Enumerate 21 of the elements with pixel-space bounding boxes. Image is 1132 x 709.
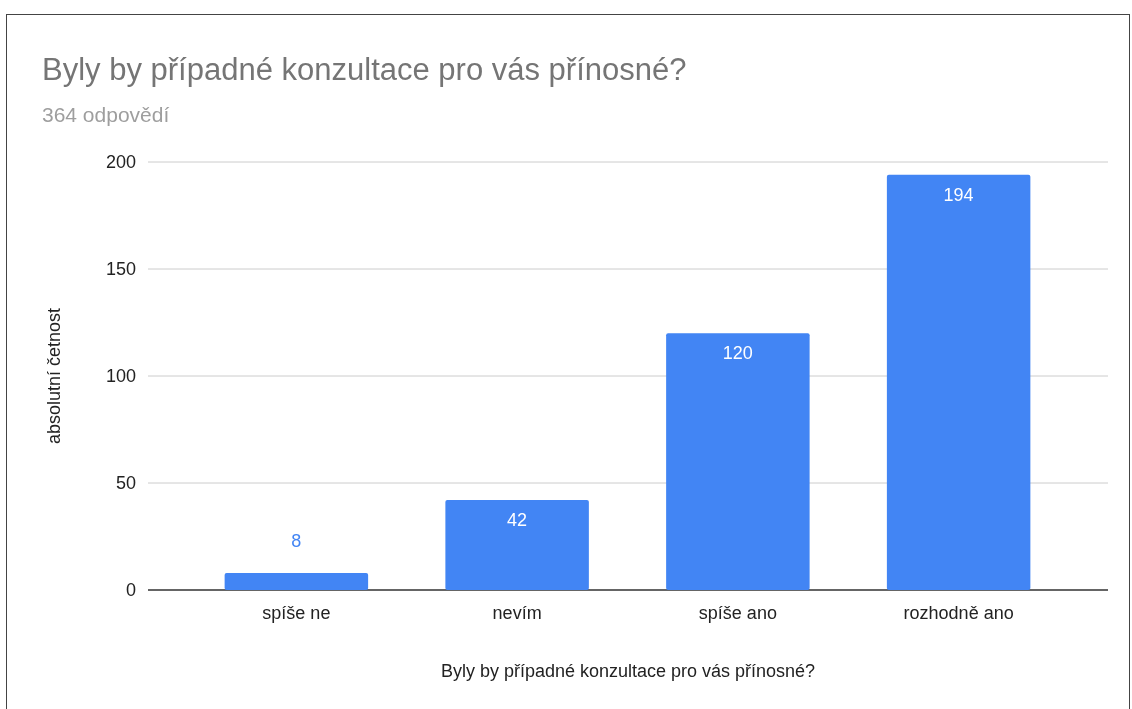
data-label: 120 [722,343,753,364]
x-tick-label: spíše ne [262,603,331,623]
y-tick-label: 0 [125,580,136,601]
x-tick-label: rozhodně ano [903,603,1014,623]
data-label: 42 [507,510,528,531]
y-tick-label: 100 [105,366,136,387]
bar [445,500,589,590]
data-label: 194 [943,184,974,205]
y-axis-title: absolutní četnost [44,307,64,445]
x-tick-label: nevím [492,603,542,623]
y-tick-label: 200 [105,152,136,173]
bar [886,174,1031,590]
y-tick-label: 150 [105,259,136,280]
bar [224,572,369,590]
chart-subtitle: 364 odpovědí [42,103,170,126]
data-label: 8 [291,530,302,551]
y-tick-label: 50 [115,473,136,494]
bar [666,333,810,590]
x-axis-title: Byly by případné konzultace pro vás přínosné? [440,661,816,681]
chart-title: Byly by případné konzultace pro vás přínosné? [42,52,687,87]
x-tick-label: spíše ano [698,603,777,623]
